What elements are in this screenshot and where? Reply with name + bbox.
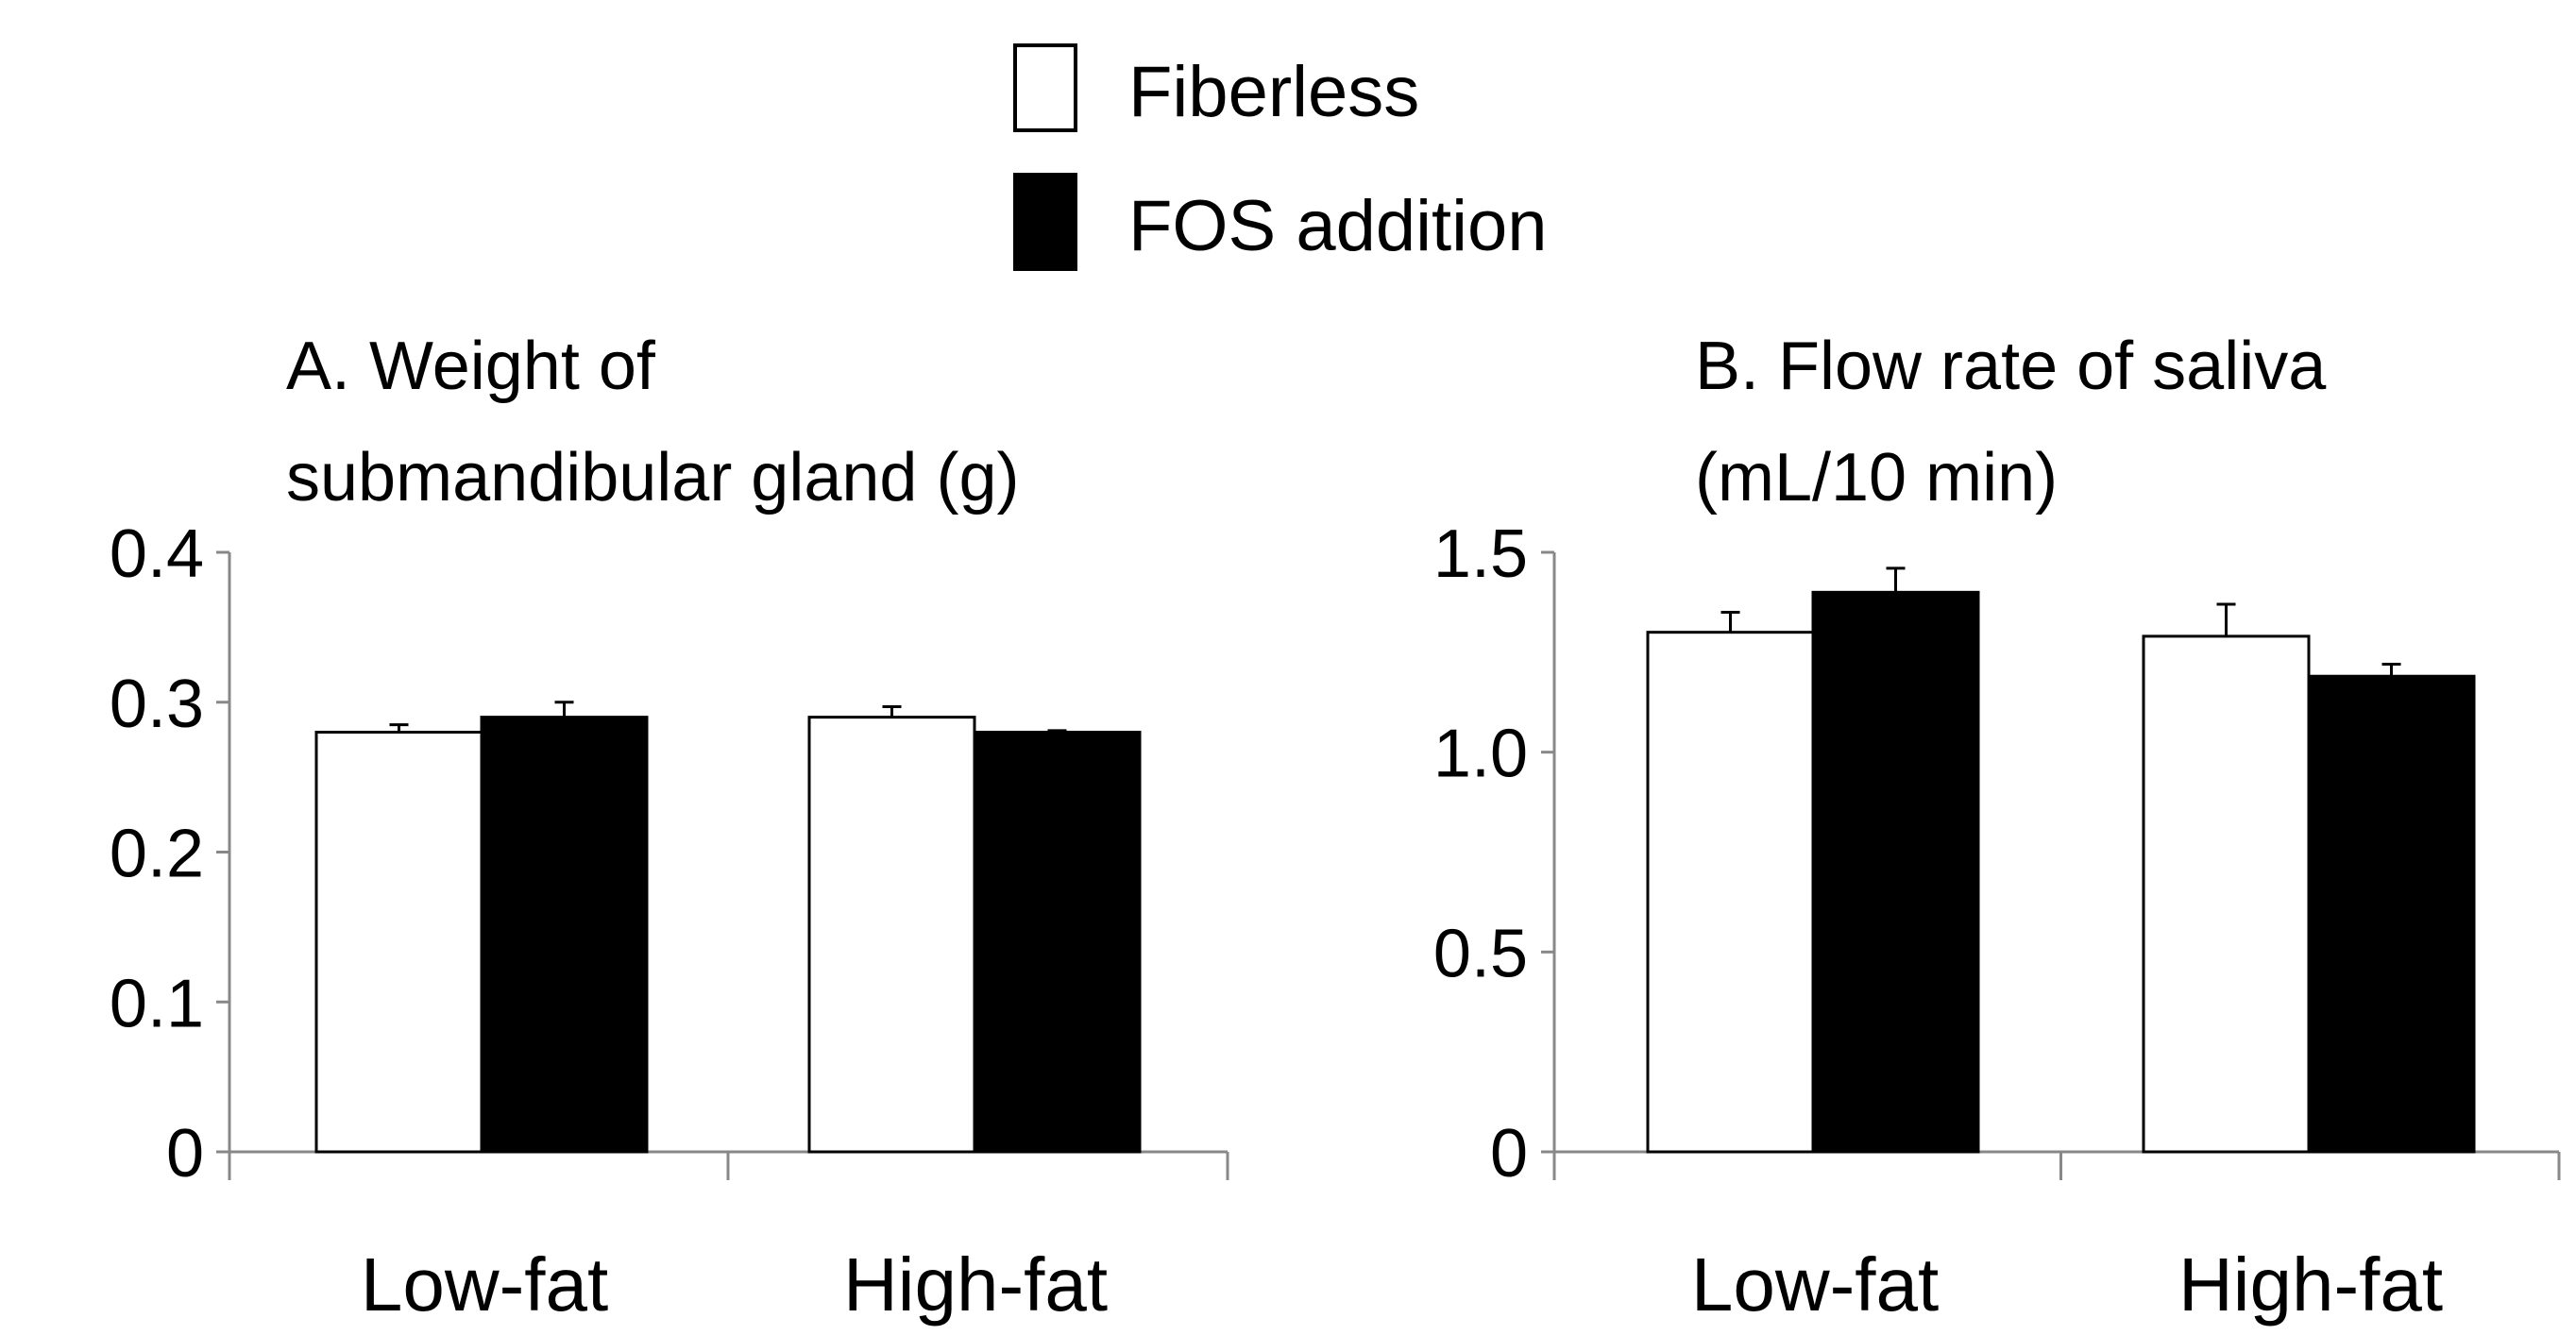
legend-swatch-fiberless [1013, 43, 1077, 132]
panel-a-y-tick-label: 0.3 [110, 667, 204, 742]
panel-a-category-label: High-fat [843, 1242, 1108, 1327]
panel-b-category-label: High-fat [2178, 1242, 2443, 1327]
panel-a-bar-high-fat-fos-addition [973, 731, 1142, 1154]
panel-a-category-label: Low-fat [361, 1242, 608, 1327]
panel-b-y-tick-label: 1.5 [1433, 516, 1528, 592]
legend-label-fiberless: Fiberless [1128, 52, 1419, 132]
panel-b-bar-high-fat-fos-addition [2307, 674, 2476, 1154]
panel-b-bar-low-fat-fos-addition [1811, 590, 1980, 1154]
panel-a-y-tick-label: 0.1 [110, 966, 204, 1041]
panel-b-bar-low-fat-fiberless [1646, 631, 1815, 1154]
panel-a-bar-high-fat-fiberless [807, 716, 976, 1154]
panel-a-y-tick-label: 0 [166, 1116, 204, 1191]
panel-b-title-line-2: (mL/10 min) [1695, 440, 2058, 515]
legend: Fiberless FOS addition [1013, 43, 1548, 271]
panel-a: A. Weight of submandibular gland (g) 0 0.… [110, 329, 1229, 1327]
panel-a-title-line-1: A. Weight of [286, 329, 656, 404]
panel-b-title-line-1: B. Flow rate of saliva [1695, 329, 2327, 404]
panel-b-y-tick-label: 0 [1490, 1116, 1528, 1191]
panel-b-y-tick-label: 0.5 [1433, 916, 1528, 991]
panel-b-y-tick-label: 1.0 [1433, 717, 1528, 792]
panel-a-bar-low-fat-fos-addition [480, 716, 649, 1154]
legend-label-fos-addition: FOS addition [1128, 186, 1548, 266]
legend-swatch-fos-addition [1013, 173, 1077, 271]
panel-a-y-tick-label: 0.4 [110, 516, 204, 592]
panel-a-y-tick-label: 0.2 [110, 817, 204, 892]
panel-b-bar-high-fat-fiberless [2142, 634, 2311, 1154]
panel-a-title-line-2: submandibular gland (g) [286, 440, 1019, 515]
panel-b-category-label: Low-fat [1691, 1242, 1939, 1327]
panel-b: B. Flow rate of saliva (mL/10 min) 0 0.5 1… [1433, 329, 2561, 1327]
panel-a-bar-low-fat-fiberless [314, 731, 483, 1154]
